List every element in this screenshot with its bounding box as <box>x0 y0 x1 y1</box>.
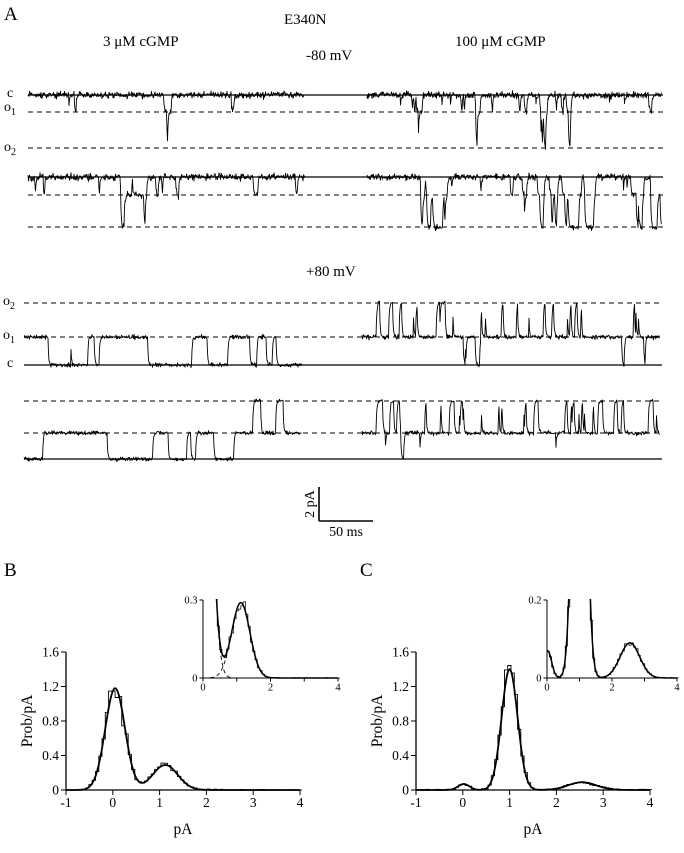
svg-text:3: 3 <box>250 795 257 810</box>
trace-row-pos80-1 <box>23 300 662 369</box>
svg-text:1.6: 1.6 <box>42 645 59 660</box>
histogram-inset-b: 0 2 4 0 0.3 <box>184 596 341 694</box>
panel-a-label: A <box>4 4 18 25</box>
svg-text:4: 4 <box>335 683 341 694</box>
svg-text:0.8: 0.8 <box>392 714 409 729</box>
svg-text:4: 4 <box>647 795 654 810</box>
panel-b-label: B <box>4 560 17 581</box>
svg-text:2: 2 <box>203 795 210 810</box>
svg-text:0: 0 <box>402 783 409 798</box>
svg-text:0: 0 <box>192 674 197 685</box>
svg-text:-1: -1 <box>410 795 421 810</box>
svg-text:2: 2 <box>553 795 560 810</box>
svg-text:0.3: 0.3 <box>184 596 197 607</box>
histogram-inset-c: 0 2 4 0 0.2 <box>528 596 680 694</box>
trace-row-neg80-1 <box>27 90 663 150</box>
svg-text:0: 0 <box>536 674 541 685</box>
svg-text:pA: pA <box>174 821 194 838</box>
scale-bar-current-label: 2 pA <box>303 489 318 518</box>
trace-row-neg80-2 <box>27 172 663 232</box>
svg-text:0.4: 0.4 <box>42 748 59 763</box>
neg-voltage-label: -80 mV <box>306 48 353 64</box>
level-label-open2-pos: o2 <box>3 294 15 312</box>
svg-text:0.4: 0.4 <box>392 748 409 763</box>
svg-text:1.2: 1.2 <box>392 679 409 694</box>
svg-text:Prob/pA: Prob/pA <box>369 694 386 747</box>
level-label-open2: o2 <box>4 140 16 158</box>
svg-text:Prob/pA: Prob/pA <box>19 694 36 747</box>
scale-bar-time-label: 50 ms <box>329 525 363 540</box>
low-cgmp-label: 3 μM cGMP <box>103 34 179 50</box>
scale-bar: 2 pA 50 ms <box>303 487 373 540</box>
svg-text:0: 0 <box>109 795 116 810</box>
svg-text:0.8: 0.8 <box>42 714 59 729</box>
svg-text:4: 4 <box>297 795 304 810</box>
high-cgmp-label: 100 μM cGMP <box>455 34 546 50</box>
level-label-closed-pos: c <box>7 356 14 371</box>
pos-voltage-label: +80 mV <box>306 264 356 280</box>
svg-text:2: 2 <box>609 683 614 694</box>
svg-text:3: 3 <box>600 795 607 810</box>
trace-row-pos80-2 <box>23 398 662 462</box>
panel-c-label: C <box>360 560 373 581</box>
level-label-open1-pos: o1 <box>3 328 15 346</box>
svg-text:1.6: 1.6 <box>392 645 409 660</box>
svg-text:4: 4 <box>674 683 680 694</box>
construct-title: E340N <box>284 12 327 28</box>
level-label-closed: c <box>7 86 14 101</box>
level-label-open1: o1 <box>4 100 16 118</box>
svg-text:-1: -1 <box>60 795 71 810</box>
svg-text:0.2: 0.2 <box>528 596 541 607</box>
svg-text:0: 0 <box>52 783 59 798</box>
svg-text:1.2: 1.2 <box>42 679 59 694</box>
svg-text:0: 0 <box>200 683 205 694</box>
svg-text:0: 0 <box>544 683 549 694</box>
svg-text:1: 1 <box>506 795 513 810</box>
svg-text:1: 1 <box>156 795 163 810</box>
svg-text:2: 2 <box>268 683 273 694</box>
svg-text:0: 0 <box>459 795 466 810</box>
svg-text:pA: pA <box>524 821 544 838</box>
